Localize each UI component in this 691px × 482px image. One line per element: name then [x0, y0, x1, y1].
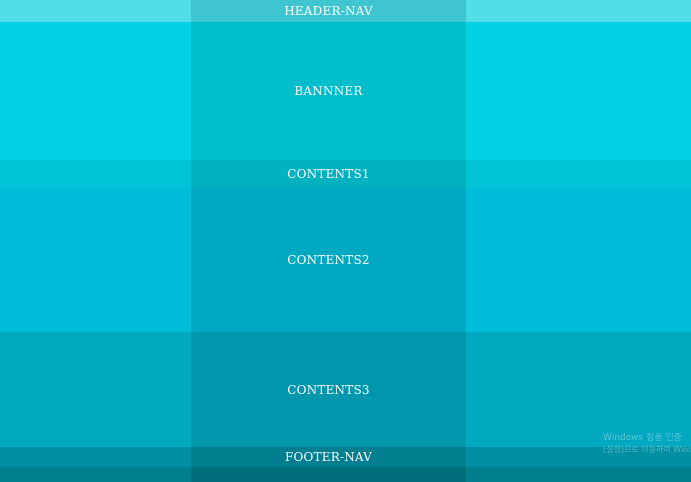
watermark-title: Windows 정품 인증	[603, 433, 683, 443]
footer-strip-column	[191, 467, 466, 482]
contents2-column: CONTENTS2	[191, 187, 466, 332]
footer-strip	[0, 467, 691, 482]
footer-nav: FOOTER-NAV	[0, 447, 691, 467]
contents2-label: CONTENTS2	[287, 252, 370, 267]
windows-activation-watermark: Windows 정품 인증 [설정]으로 이동하여 Windows를 정품 인증…	[603, 433, 691, 455]
banner-column: BANNNER	[191, 22, 466, 160]
contents3-label: CONTENTS3	[287, 382, 370, 397]
banner: BANNNER	[0, 22, 691, 160]
contents3-section: CONTENTS3	[0, 332, 691, 447]
contents3-column: CONTENTS3	[191, 332, 466, 447]
contents1-column: CONTENTS1	[191, 160, 466, 187]
watermark-subtitle: [설정]으로 이동하여 Windows를 정품 인증합니다.	[603, 445, 691, 454]
header-nav-column: HEADER-NAV	[191, 0, 466, 22]
contents2-section: CONTENTS2	[0, 187, 691, 332]
footer-nav-label: FOOTER-NAV	[284, 450, 373, 464]
contents1-section: CONTENTS1	[0, 160, 691, 187]
header-nav: HEADER-NAV	[0, 0, 691, 22]
contents1-label: CONTENTS1	[287, 166, 370, 181]
header-nav-label: HEADER-NAV	[284, 4, 373, 18]
banner-label: BANNNER	[294, 84, 363, 98]
footer-nav-column: FOOTER-NAV	[191, 447, 466, 467]
